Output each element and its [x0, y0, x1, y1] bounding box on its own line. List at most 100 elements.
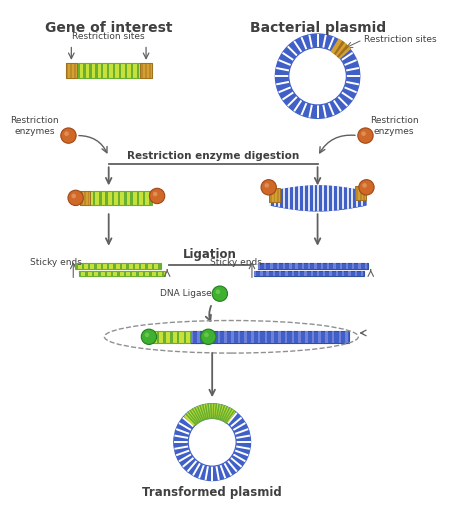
Bar — [251, 331, 254, 343]
Circle shape — [261, 180, 276, 195]
Bar — [217, 331, 220, 343]
Text: Sticky ends: Sticky ends — [210, 258, 262, 267]
Bar — [298, 271, 300, 277]
Bar — [269, 188, 280, 202]
Bar — [265, 331, 267, 343]
Bar — [124, 271, 126, 277]
Bar — [149, 63, 151, 78]
Circle shape — [212, 286, 228, 301]
Bar — [119, 63, 122, 78]
Bar — [145, 63, 147, 78]
Bar — [356, 187, 358, 200]
Bar — [107, 63, 109, 78]
Bar — [317, 271, 319, 277]
Bar — [170, 331, 173, 343]
Bar — [319, 331, 321, 343]
Bar — [137, 63, 139, 78]
Bar — [87, 191, 89, 204]
Bar — [321, 263, 323, 269]
Bar — [79, 271, 81, 277]
Bar — [66, 63, 68, 78]
Bar — [139, 263, 141, 269]
Bar — [157, 331, 159, 343]
Bar — [278, 331, 281, 343]
Bar — [355, 271, 357, 277]
Bar — [113, 63, 115, 78]
Bar — [131, 63, 133, 78]
Bar — [149, 271, 152, 277]
Bar — [342, 271, 344, 277]
Bar — [101, 63, 104, 78]
Bar — [327, 263, 329, 269]
Bar — [125, 63, 127, 78]
Circle shape — [204, 333, 209, 337]
Bar — [204, 331, 207, 343]
Bar — [190, 331, 193, 343]
Bar — [143, 191, 145, 204]
Bar — [191, 331, 193, 343]
Circle shape — [145, 333, 149, 337]
Bar — [260, 271, 262, 277]
Bar — [289, 263, 292, 269]
Bar — [149, 63, 151, 78]
Bar — [99, 191, 102, 204]
Bar — [88, 191, 89, 204]
Circle shape — [141, 329, 157, 345]
Bar — [333, 263, 336, 269]
Bar — [130, 271, 132, 277]
Bar — [204, 331, 207, 343]
Bar — [315, 263, 317, 269]
Bar — [266, 271, 269, 277]
Bar — [105, 191, 108, 204]
Bar — [270, 263, 273, 269]
Circle shape — [201, 329, 216, 345]
Circle shape — [64, 131, 69, 136]
Bar — [356, 187, 366, 200]
Bar — [137, 191, 139, 204]
Bar — [112, 191, 114, 204]
Circle shape — [153, 192, 157, 197]
Bar — [298, 331, 301, 343]
Bar — [238, 331, 240, 343]
Text: Restriction
enzymes: Restriction enzymes — [11, 116, 59, 136]
Bar — [81, 191, 152, 204]
Bar — [304, 271, 306, 277]
Circle shape — [216, 289, 220, 294]
Bar — [81, 191, 83, 204]
Circle shape — [72, 193, 76, 198]
Bar — [140, 63, 152, 78]
Bar — [361, 271, 363, 277]
Bar — [197, 331, 200, 343]
Bar — [120, 263, 122, 269]
Bar — [360, 187, 361, 200]
Bar — [292, 331, 294, 343]
Bar — [264, 263, 266, 269]
Bar — [77, 63, 80, 78]
Circle shape — [61, 128, 76, 143]
Bar — [141, 63, 143, 78]
Bar — [365, 263, 367, 269]
Bar — [258, 263, 368, 269]
Bar — [363, 187, 365, 200]
Circle shape — [358, 128, 373, 143]
Bar — [279, 271, 281, 277]
Bar — [81, 263, 84, 269]
Bar — [67, 63, 68, 78]
Bar — [329, 271, 332, 277]
Circle shape — [188, 418, 236, 466]
Bar — [271, 331, 274, 343]
Bar — [92, 271, 94, 277]
Text: Bacterial plasmid: Bacterial plasmid — [249, 21, 386, 35]
Bar — [198, 331, 200, 343]
Bar — [66, 63, 77, 78]
Bar — [149, 191, 152, 204]
Bar — [305, 331, 307, 343]
Bar — [231, 331, 234, 343]
Bar — [296, 263, 298, 269]
Circle shape — [265, 183, 269, 188]
Bar — [258, 263, 260, 269]
Text: Ligation: Ligation — [183, 248, 237, 261]
Text: DNA Ligase: DNA Ligase — [161, 289, 212, 298]
Bar — [285, 331, 288, 343]
Circle shape — [68, 190, 83, 206]
